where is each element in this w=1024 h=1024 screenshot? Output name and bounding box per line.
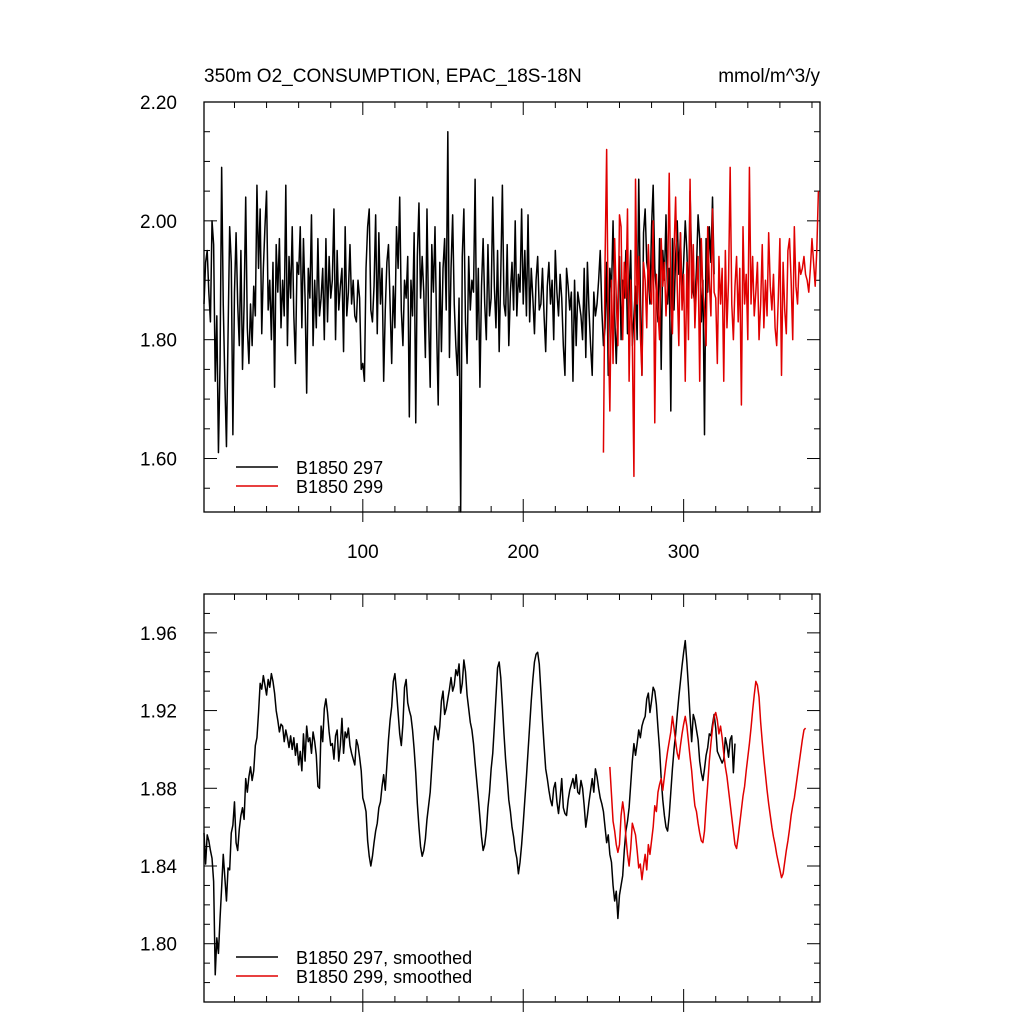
- legend-label: B1850 299, smoothed: [296, 967, 472, 987]
- x-tick-label: 100: [347, 542, 379, 563]
- y-tick-label: 1.96: [140, 624, 177, 645]
- y-tick-label: 1.80: [140, 331, 177, 352]
- legend-label: B1850 297: [296, 458, 383, 478]
- plot-frame: [203, 593, 821, 1003]
- series-line-1: [203, 130, 715, 513]
- series-line-2: [602, 148, 820, 478]
- y-tick-label: 1.84: [140, 857, 177, 878]
- y-tick-label: 2.00: [140, 212, 177, 233]
- y-tick-label: 1.88: [140, 779, 177, 800]
- top-plot: 100 200 300 1.60 1.80 2.00 2.20 B1850 297B1850 …: [140, 93, 821, 563]
- legend-label: B1850 299: [296, 477, 383, 497]
- plot-frame: [203, 101, 821, 513]
- chart-units: mmol/m^3/y: [718, 66, 820, 87]
- y-tick-label: 2.20: [140, 93, 177, 114]
- y-tick-label: 1.60: [140, 450, 177, 471]
- y-tick-label: 1.92: [140, 702, 177, 723]
- bottom-plot: 1.80 1.84 1.88 1.92 1.96 B1850 297, smoothedB…: [140, 593, 821, 1012]
- x-tick-label: 300: [668, 542, 700, 563]
- series-line-1: [203, 639, 736, 976]
- chart-title: 350m O2_CONSUMPTION, EPAC_18S-18N: [204, 66, 582, 87]
- x-tick-label: 200: [507, 542, 539, 563]
- legend-label: B1850 297, smoothed: [296, 948, 472, 968]
- series-line-2: [609, 680, 807, 881]
- y-tick-label: 1.80: [140, 935, 177, 956]
